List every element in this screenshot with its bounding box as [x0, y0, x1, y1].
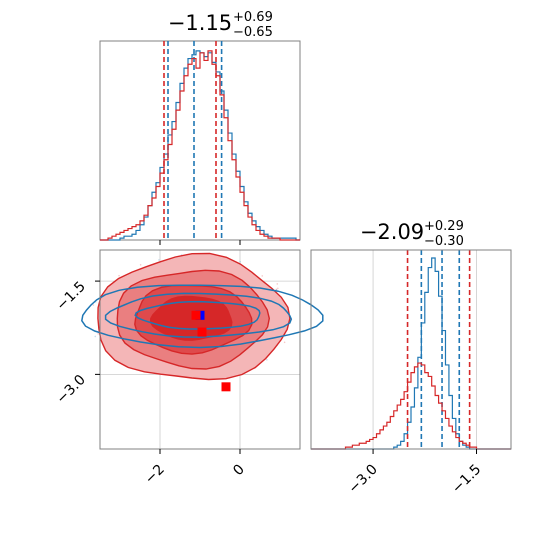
- title-param2: −2.09: [360, 220, 424, 244]
- title-param2-plus: +0.29: [424, 219, 464, 234]
- marker-square-2: [197, 327, 207, 337]
- blue-contour-level-0: [81, 284, 324, 349]
- scatter-point: [283, 341, 286, 344]
- x-tick-label-param2: −3.0: [346, 462, 381, 497]
- x-tick-label-param2: −1.5: [449, 462, 484, 497]
- scatter-point: [261, 275, 264, 277]
- title-param2-minus: −0.30: [424, 234, 464, 249]
- contour-panel: [81, 249, 324, 450]
- x-tick-label-param1: −2: [142, 462, 168, 488]
- title-param1-plus: +0.69: [233, 10, 273, 25]
- histogram-step-series-1: [100, 50, 300, 241]
- title-param1: −1.15: [168, 11, 232, 35]
- scatter-point: [94, 335, 97, 338]
- blue-contour-level-1: [104, 292, 293, 338]
- marker-square-3: [221, 382, 231, 392]
- histogram-panel-param1: [99, 40, 301, 241]
- panel-frame: [99, 249, 301, 450]
- histogram-panel-param2: [310, 249, 512, 450]
- scatter-point: [97, 333, 99, 335]
- scatter-point: [266, 359, 268, 361]
- scatter-point: [118, 274, 120, 277]
- x-tick-label-param1: 0: [230, 462, 248, 480]
- histogram-step-series-1: [311, 362, 511, 450]
- scatter-point: [276, 283, 279, 285]
- y-tick-label-param2: −3.0: [53, 372, 88, 407]
- scatter-point: [277, 287, 279, 290]
- scatter-point: [275, 288, 278, 291]
- scatter-point: [158, 259, 160, 261]
- panel-frame: [99, 40, 301, 241]
- y-tick-label-param2: −1.5: [53, 279, 88, 314]
- scatter-point: [239, 260, 242, 263]
- blue-contour-level-2: [134, 300, 261, 330]
- scatter-point: [92, 304, 95, 306]
- scatter-point: [139, 264, 142, 266]
- histogram-step-series-0: [100, 50, 300, 241]
- panel-frame: [310, 249, 512, 450]
- histogram-step-series-0: [311, 257, 511, 450]
- marker-square-1: [191, 310, 201, 320]
- title-param1-minus: −0.65: [233, 25, 273, 40]
